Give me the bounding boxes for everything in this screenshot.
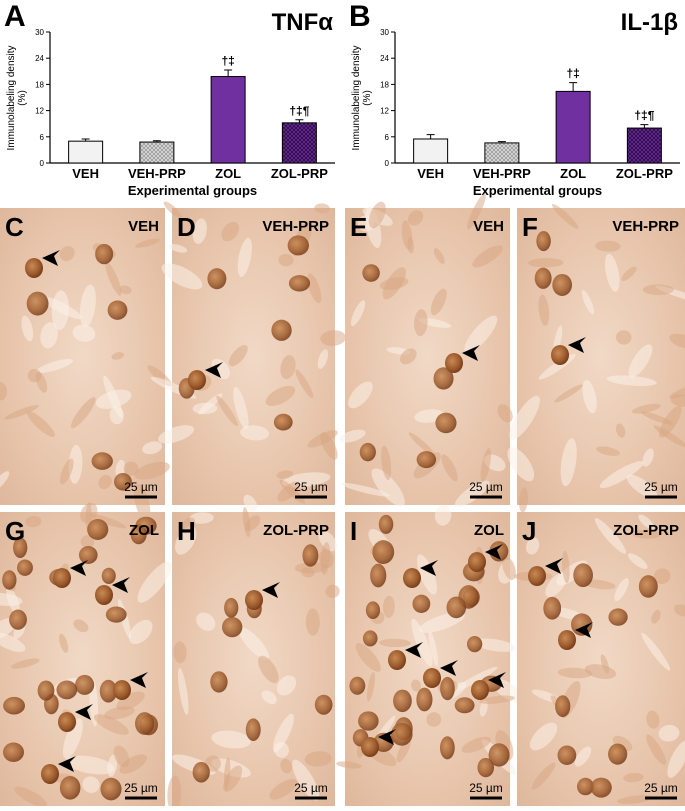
x-tick-label: ZOL [215,166,241,181]
micrograph [336,504,524,806]
scale-bar-label: 25 µm [124,480,158,494]
bar [484,142,520,164]
panel-label: VEH-PRP [612,218,679,235]
error-bar [426,134,435,139]
y-axis-label: (%) [362,90,373,106]
y-tick-label: 6 [385,133,390,142]
error-bar [224,69,233,77]
micrograph [507,203,685,513]
x-axis-label: Experimental groups [128,183,257,198]
y-tick-label: 24 [35,54,44,63]
x-axis-label: Experimental groups [473,183,602,198]
panel-letter: A [4,0,26,33]
significance-label: †‡ [566,67,579,81]
panel-letter: I [350,516,357,546]
y-tick-label: 18 [35,80,44,89]
bar [281,122,317,164]
scale-bar-label: 25 µm [644,781,678,795]
panel-label: VEH [128,218,159,235]
y-tick-label: 12 [35,107,44,116]
x-tick-label: VEH-PRP [473,166,531,181]
panel-letter: D [177,212,196,242]
x-tick-label: VEH [417,166,444,181]
x-tick-label: ZOL-PRP [271,166,328,181]
chart-title: TNFα [272,9,334,36]
bar [555,90,591,164]
micrograph [0,208,173,522]
panel-letter: J [522,516,536,546]
panel-label: VEH [473,218,504,235]
micrograph [150,201,346,512]
micrograph [514,512,685,806]
x-tick-label: VEH-PRP [128,166,186,181]
micrograph [167,506,340,811]
panel-letter: B [349,0,371,33]
y-axis-label: Immunolabeling density [351,45,362,150]
micrograph [339,193,513,507]
panel-letter: G [5,516,25,546]
panel-label: ZOL-PRP [263,522,329,539]
significance-label: †‡¶ [634,109,654,123]
y-tick-label: 30 [380,28,389,37]
bar [68,140,104,164]
significance-label: †‡ [221,54,234,68]
y-tick-label: 6 [40,133,45,142]
panel-label: ZOL [474,522,504,539]
y-tick-label: 18 [380,80,389,89]
micrograph [0,502,172,808]
panel-label: VEH-PRP [262,218,329,235]
error-bar [640,124,649,129]
scale-bar-label: 25 µm [294,781,328,795]
x-tick-label: ZOL [560,166,586,181]
y-tick-label: 30 [35,28,44,37]
error-bar [497,141,506,143]
error-bar [81,138,90,142]
scale-bar-label: 25 µm [294,480,328,494]
chart-title: IL-1β [621,9,678,36]
error-bar [295,119,304,123]
significance-label: †‡¶ [289,104,309,118]
error-bar [569,82,578,92]
bar [210,76,246,164]
panel-letter: C [5,212,24,242]
panel-letter: F [522,212,538,242]
bar [139,141,175,164]
scale-bar-label: 25 µm [644,480,678,494]
scale-bar-label: 25 µm [124,781,158,795]
y-tick-label: 0 [40,159,45,168]
y-axis-label: (%) [17,90,28,106]
x-tick-label: VEH [72,166,99,181]
panel-label: ZOL-PRP [613,522,679,539]
bar [413,138,449,164]
scale-bar-label: 25 µm [469,480,503,494]
error-bar [152,140,161,143]
scale-bar-label: 25 µm [469,781,503,795]
y-axis-label: Immunolabeling density [6,45,17,150]
panel-letter: H [177,516,196,546]
x-tick-label: ZOL-PRP [616,166,673,181]
y-tick-label: 0 [385,159,390,168]
y-tick-label: 12 [380,107,389,116]
bar [626,127,662,164]
panel-letter: E [350,212,367,242]
y-tick-label: 24 [380,54,389,63]
panel-label: ZOL [129,522,159,539]
